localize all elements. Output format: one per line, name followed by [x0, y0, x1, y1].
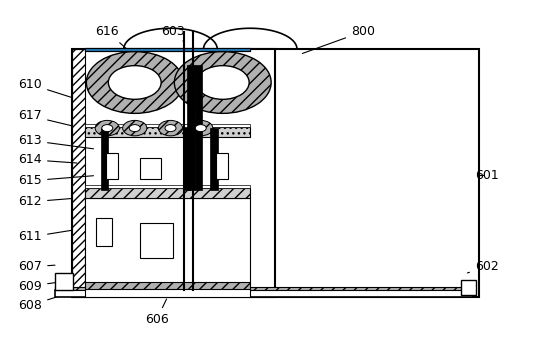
- Text: 603: 603: [161, 25, 185, 42]
- Bar: [96, 218, 112, 246]
- Text: 606: 606: [145, 299, 169, 326]
- Circle shape: [165, 125, 176, 132]
- Text: 602: 602: [468, 260, 499, 273]
- Bar: [195, 65, 202, 190]
- Bar: [250, 49, 478, 297]
- Text: 608: 608: [18, 294, 66, 312]
- Text: 615: 615: [18, 174, 94, 187]
- Bar: [85, 198, 250, 283]
- Text: 617: 617: [18, 109, 72, 126]
- Bar: [140, 223, 173, 258]
- Bar: [85, 48, 250, 51]
- Bar: [72, 49, 85, 297]
- Circle shape: [196, 66, 249, 99]
- Text: 601: 601: [475, 169, 499, 182]
- Bar: [85, 185, 250, 188]
- Text: 800: 800: [302, 25, 375, 53]
- Circle shape: [108, 66, 161, 99]
- Bar: [55, 287, 473, 290]
- Circle shape: [129, 125, 140, 132]
- Bar: [101, 128, 108, 190]
- Circle shape: [86, 52, 183, 113]
- Text: 610: 610: [18, 78, 72, 98]
- Bar: [55, 290, 473, 297]
- Circle shape: [189, 120, 213, 136]
- Bar: [55, 273, 73, 290]
- Bar: [85, 188, 250, 198]
- Circle shape: [174, 52, 271, 113]
- Bar: [72, 49, 275, 297]
- Circle shape: [102, 125, 113, 132]
- Circle shape: [95, 120, 119, 136]
- Bar: [85, 127, 250, 137]
- Text: 609: 609: [18, 279, 66, 293]
- Circle shape: [158, 120, 183, 136]
- Circle shape: [195, 125, 206, 132]
- Bar: [85, 282, 250, 290]
- Bar: [85, 48, 250, 51]
- Bar: [85, 289, 250, 297]
- Text: 616: 616: [96, 25, 133, 54]
- Bar: [187, 65, 195, 190]
- Bar: [106, 153, 118, 179]
- Bar: [461, 280, 476, 295]
- Bar: [216, 153, 228, 179]
- Text: 611: 611: [19, 230, 72, 244]
- Circle shape: [123, 120, 147, 136]
- Text: 607: 607: [18, 260, 55, 273]
- Bar: [183, 128, 190, 190]
- Bar: [210, 128, 218, 190]
- Bar: [85, 124, 250, 127]
- Text: 614: 614: [19, 153, 77, 166]
- Bar: [140, 158, 161, 179]
- Text: 613: 613: [19, 134, 94, 149]
- Text: 612: 612: [19, 195, 72, 208]
